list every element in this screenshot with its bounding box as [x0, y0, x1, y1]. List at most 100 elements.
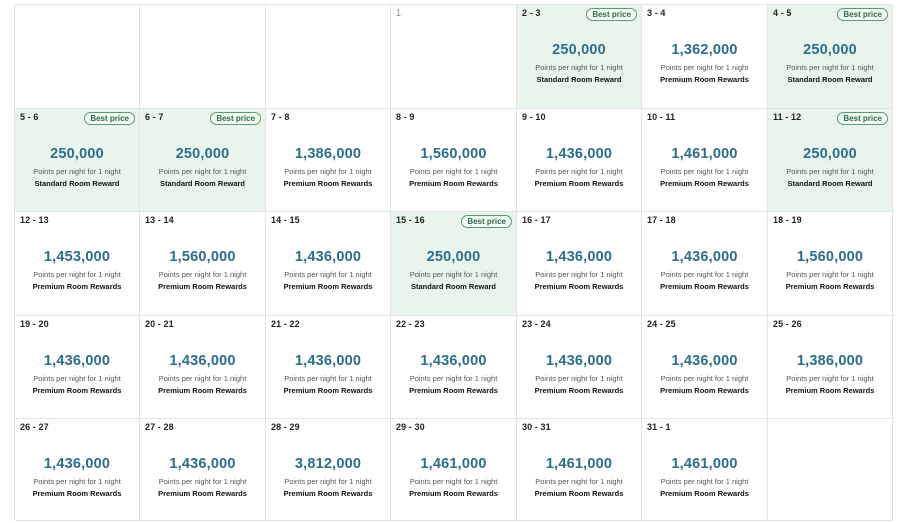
date-range-label: 7 - 8	[271, 112, 290, 122]
calendar-cell-empty	[768, 419, 893, 521]
calendar-cell-date-range[interactable]: 14 - 15 1,436,000 Points per night for 1 n…	[266, 212, 391, 316]
date-range-label: 6 - 7	[145, 112, 164, 122]
room-type-label: Premium Room Rewards	[283, 179, 373, 188]
points-value: 1,461,000	[671, 146, 738, 162]
date-range-label: 30 - 31	[522, 422, 551, 432]
date-range-label: 31 - 1	[647, 422, 671, 432]
room-type-label: Premium Room Rewards	[158, 489, 247, 498]
date-range-label: 17 - 18	[647, 215, 676, 225]
calendar-cell-date-range[interactable]: 16 - 17 1,436,000 Points per night for 1 n…	[517, 212, 642, 316]
calendar-cell-empty	[15, 5, 140, 109]
room-type-label: Premium Room Rewards	[534, 282, 624, 291]
calendar-cell-date-range[interactable]: 17 - 18 1,436,000 Points per night for 1 n…	[642, 212, 768, 316]
calendar-cell-date-range[interactable]: 23 - 24 1,436,000 Points per night for 1 n…	[517, 316, 642, 419]
points-per-night-caption: Points per night for 1 night	[158, 270, 247, 279]
calendar-cell-date-range[interactable]: 24 - 25 1,436,000 Points per night for 1 n…	[642, 316, 768, 419]
date-range-label: 13 - 14	[145, 215, 174, 225]
points-value: 1,436,000	[545, 249, 613, 265]
points-value: 1,436,000	[43, 353, 111, 369]
points-per-night-caption: Points per night for 1 night	[409, 477, 498, 486]
points-value: 1,436,000	[671, 249, 738, 265]
calendar-cell-date-range[interactable]: 29 - 30 1,461,000 Points per night for 1 n…	[391, 419, 517, 521]
calendar-cell-date-range[interactable]: 31 - 1 1,461,000 Points per night for 1 ni…	[642, 419, 768, 521]
date-range-label: 11 - 12	[773, 112, 802, 122]
calendar-cell-date-range[interactable]: 7 - 8 1,386,000 Points per night for 1 nig…	[266, 109, 391, 212]
calendar-cell-date-range[interactable]: 26 - 27 1,436,000 Points per night for 1 n…	[15, 419, 140, 521]
calendar-cell-date-range[interactable]: 18 - 19 1,560,000 Points per night for 1 n…	[768, 212, 893, 316]
room-type-label: Premium Room Rewards	[660, 282, 749, 291]
date-range-label: 29 - 30	[396, 422, 425, 432]
date-range-label: 19 - 20	[20, 319, 49, 329]
points-value: 1,461,000	[671, 456, 738, 472]
date-range-label: 12 - 13	[20, 215, 49, 225]
points-per-night-caption: Points per night for 1 night	[33, 167, 121, 176]
calendar-cell-date-range[interactable]: 28 - 29 3,812,000 Points per night for 1 n…	[266, 419, 391, 521]
points-value: 250,000	[175, 146, 230, 162]
room-type-label: Premium Room Rewards	[32, 489, 122, 498]
calendar-cell-date-range[interactable]: 9 - 10 1,436,000 Points per night for 1 ni…	[517, 109, 642, 212]
calendar-cell-date-range[interactable]: 21 - 22 1,436,000 Points per night for 1 n…	[266, 316, 391, 419]
calendar-cell-date-range[interactable]: 2 - 3 Best price 250,000 Points per night f…	[517, 5, 642, 109]
date-range-label: 10 - 11	[647, 112, 676, 122]
date-range-label: 23 - 24	[522, 319, 551, 329]
calendar-cell-date-range[interactable]: 25 - 26 1,386,000 Points per night for 1 n…	[768, 316, 893, 419]
calendar-cell-date-range[interactable]: 10 - 11 1,461,000 Points per night for 1 n…	[642, 109, 768, 212]
calendar-cell-date-range[interactable]: 12 - 13 1,453,000 Points per night for 1 n…	[15, 212, 140, 316]
calendar-cell-empty: 1	[391, 5, 517, 109]
room-type-label: Standard Room Reward	[34, 179, 120, 188]
points-value: 1,461,000	[420, 456, 487, 472]
points-value: 1,386,000	[294, 146, 362, 162]
calendar-cell-date-range[interactable]: 27 - 28 1,436,000 Points per night for 1 n…	[140, 419, 266, 521]
calendar-cell-date-range[interactable]: 5 - 6 Best price 250,000 Points per night f…	[15, 109, 140, 212]
calendar-cell-date-range[interactable]: 11 - 12 Best price 250,000 Points per night…	[768, 109, 893, 212]
points-value: 1,461,000	[545, 456, 613, 472]
calendar-cell-date-range[interactable]: 30 - 31 1,461,000 Points per night for 1 n…	[517, 419, 642, 521]
points-per-night-caption: Points per night for 1 night	[284, 270, 372, 279]
room-type-label: Premium Room Rewards	[660, 489, 749, 498]
room-type-label: Premium Room Rewards	[158, 386, 247, 395]
date-range-label: 28 - 29	[271, 422, 300, 432]
points-per-night-caption: Points per night for 1 night	[33, 270, 121, 279]
calendar-cell-date-range[interactable]: 15 - 16 Best price 250,000 Points per night…	[391, 212, 517, 316]
points-per-night-caption: Points per night for 1 night	[535, 477, 623, 486]
points-value: 250,000	[803, 42, 857, 58]
calendar-cell-date-range[interactable]: 13 - 14 1,560,000 Points per night for 1 n…	[140, 212, 266, 316]
points-value: 1,436,000	[43, 456, 111, 472]
best-price-badge: Best price	[84, 112, 135, 125]
points-value: 250,000	[50, 146, 104, 162]
room-type-label: Premium Room Rewards	[409, 386, 498, 395]
calendar-cell-date-range[interactable]: 8 - 9 1,560,000 Points per night for 1 nig…	[391, 109, 517, 212]
date-range-label: 20 - 21	[145, 319, 174, 329]
points-per-night-caption: Points per night for 1 night	[33, 477, 121, 486]
points-per-night-caption: Points per night for 1 night	[786, 167, 874, 176]
points-per-night-caption: Points per night for 1 night	[284, 477, 372, 486]
points-per-night-caption: Points per night for 1 night	[409, 270, 498, 279]
points-calendar-grid: 1 2 - 3 Best price 250,000 Points per night …	[14, 4, 893, 521]
calendar-cell-date-range[interactable]: 3 - 4 1,362,000 Points per night for 1 nig…	[642, 5, 768, 109]
calendar-cell-date-range[interactable]: 22 - 23 1,436,000 Points per night for 1 n…	[391, 316, 517, 419]
room-type-label: Premium Room Rewards	[660, 386, 749, 395]
best-price-badge: Best price	[461, 215, 512, 228]
room-type-label: Standard Room Reward	[159, 179, 245, 188]
room-type-label: Premium Room Rewards	[409, 489, 498, 498]
room-type-label: Standard Room Reward	[787, 179, 873, 188]
date-range-label: 3 - 4	[647, 8, 666, 18]
points-value: 250,000	[803, 146, 857, 162]
room-type-label: Premium Room Rewards	[660, 179, 749, 188]
best-price-badge: Best price	[837, 112, 888, 125]
date-range-label: 15 - 16	[396, 215, 425, 225]
calendar-cell-date-range[interactable]: 20 - 21 1,436,000 Points per night for 1 n…	[140, 316, 266, 419]
points-per-night-caption: Points per night for 1 night	[660, 270, 749, 279]
points-value: 1,560,000	[169, 249, 236, 265]
points-value: 1,436,000	[545, 353, 613, 369]
calendar-cell-date-range[interactable]: 4 - 5 Best price 250,000 Points per night f…	[768, 5, 893, 109]
points-per-night-caption: Points per night for 1 night	[660, 477, 749, 486]
points-value: 1,436,000	[169, 456, 236, 472]
points-value: 1,436,000	[545, 146, 613, 162]
calendar-cell-date-range[interactable]: 6 - 7 Best price 250,000 Points per night f…	[140, 109, 266, 212]
points-per-night-caption: Points per night for 1 night	[535, 374, 623, 383]
points-value: 1,560,000	[420, 146, 487, 162]
best-price-badge: Best price	[837, 8, 888, 21]
calendar-cell-date-range[interactable]: 19 - 20 1,436,000 Points per night for 1 n…	[15, 316, 140, 419]
room-type-label: Premium Room Rewards	[409, 179, 498, 188]
